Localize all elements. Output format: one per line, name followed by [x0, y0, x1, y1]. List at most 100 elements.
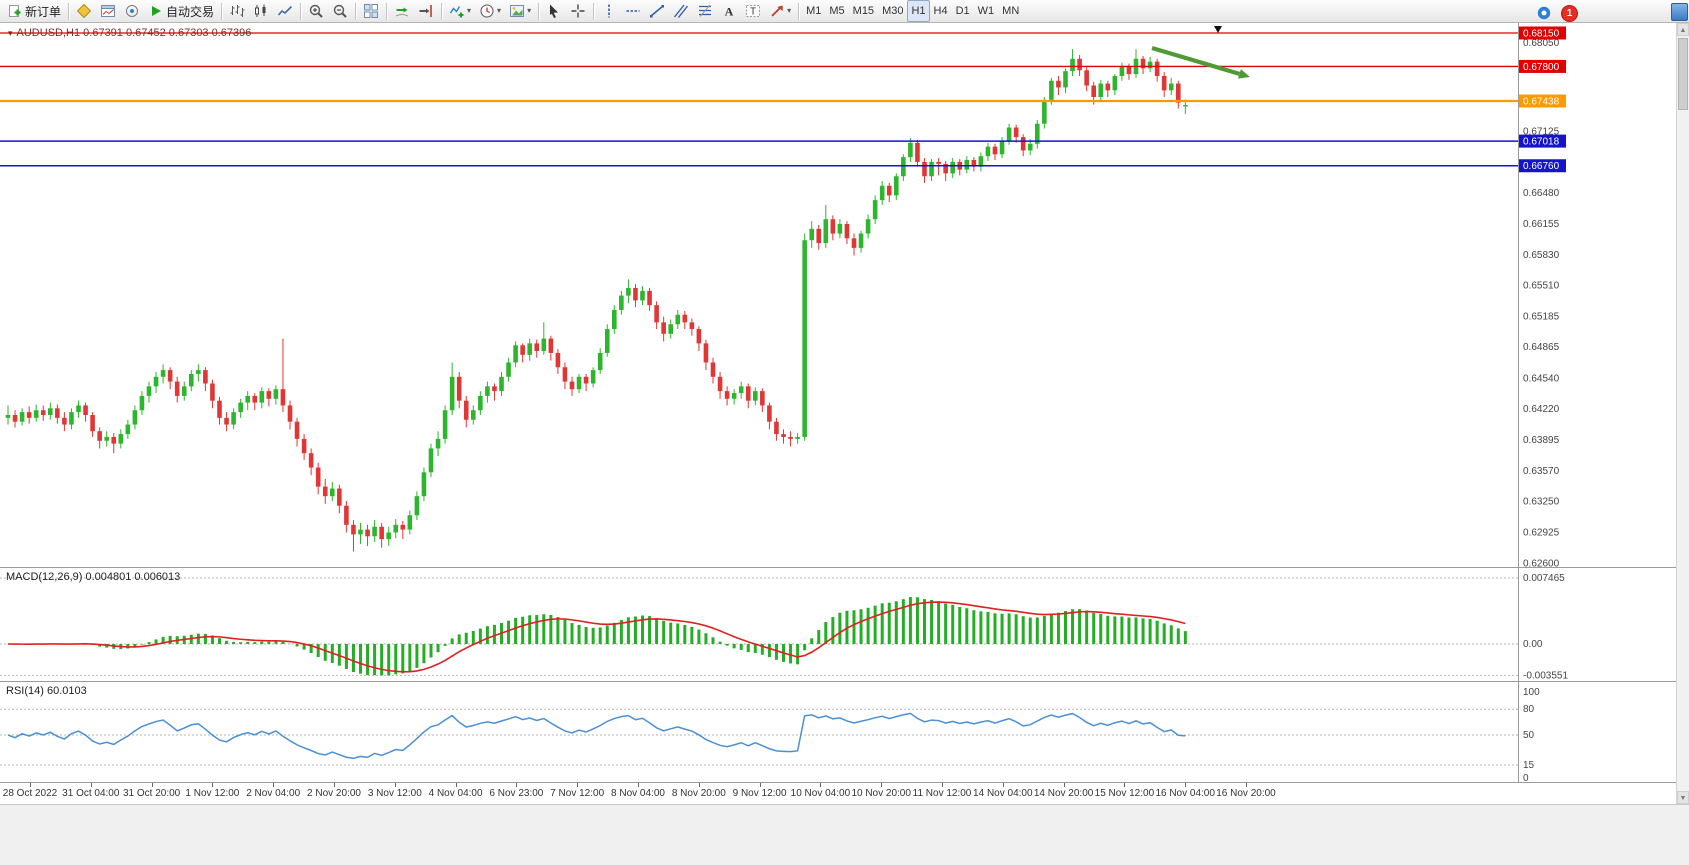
- time-label: 9 Nov 12:00: [732, 788, 787, 799]
- time-label: 28 Oct 2022: [2, 788, 58, 799]
- price-badge: [1519, 26, 1566, 40]
- macd-signal-line: [7, 601, 1186, 673]
- tf-w1-button[interactable]: W1: [974, 0, 999, 22]
- toolbar-right-cluster: 1: [1532, 2, 1578, 24]
- tf-mn-button[interactable]: MN: [998, 0, 1023, 22]
- svg-text:0.68050: 0.68050: [1523, 38, 1560, 49]
- status-area: [0, 804, 1689, 865]
- vertical-scrollbar[interactable]: ▲ ▼: [1676, 23, 1689, 804]
- candlestick-button[interactable]: [249, 0, 273, 22]
- svg-text:0.64865: 0.64865: [1523, 342, 1560, 353]
- one-click-trading-toggle[interactable]: ▾: [8, 27, 13, 38]
- crosshair-button[interactable]: [566, 0, 590, 22]
- scroll-up-arrow-icon[interactable]: ▲: [1677, 23, 1689, 36]
- toolbar-separator: [355, 2, 357, 20]
- svg-text:0.67800: 0.67800: [1523, 62, 1560, 73]
- tf-h1-button-label: H1: [911, 5, 926, 17]
- auto-scroll-button[interactable]: [390, 0, 414, 22]
- main-chart-canvas[interactable]: 0.68050 0.67125 0.66480 0.66155 0.65830 0.655…: [0, 23, 1689, 567]
- tf-m30-button[interactable]: M30: [878, 0, 907, 22]
- cursor-icon: [546, 3, 562, 19]
- new-order-button[interactable]: 新订单: [3, 0, 65, 22]
- svg-text:T: T: [750, 7, 756, 18]
- time-tick: [455, 783, 457, 787]
- zoom-out-icon: [332, 3, 348, 19]
- scrollbar-thumb[interactable]: [1678, 38, 1688, 110]
- tile-windows-button[interactable]: [359, 0, 383, 22]
- trend-arrow-annotation: [1151, 45, 1241, 76]
- indicators-button[interactable]: ▾: [445, 0, 475, 22]
- tf-w1-button-label: W1: [977, 5, 995, 17]
- time-tick: [881, 783, 883, 787]
- crosshair-icon: [570, 3, 586, 19]
- templates-button[interactable]: ▾: [505, 0, 535, 22]
- chart-shift-button[interactable]: [414, 0, 438, 22]
- toolbar-separator: [538, 2, 540, 20]
- clock-icon: [479, 3, 495, 19]
- toolbar-overflow-button[interactable]: [1671, 3, 1688, 21]
- cursor-button[interactable]: [542, 0, 566, 22]
- community-button[interactable]: [1532, 2, 1556, 24]
- time-tick: [90, 783, 92, 787]
- svg-text:0.65185: 0.65185: [1523, 312, 1560, 323]
- macd-panel-canvas[interactable]: 0.007465 0.00 -0.003551: [0, 568, 1689, 681]
- time-axis[interactable]: 28 Oct 2022 31 Oct 04:00 31 Oct 20:00 1 Nov…: [0, 783, 1689, 803]
- channel-button[interactable]: [669, 0, 693, 22]
- arrows-button[interactable]: ▾: [765, 0, 795, 22]
- notification-badge[interactable]: 1: [1561, 4, 1578, 22]
- market-watch-icon: [124, 3, 140, 19]
- horizontal-line-button[interactable]: [621, 0, 645, 22]
- toolbar-separator: [221, 2, 223, 20]
- tf-m5-button[interactable]: M5: [825, 0, 848, 22]
- tf-m30-button-label: M30: [882, 5, 904, 17]
- tf-m1-button-label: M1: [806, 5, 822, 17]
- time-label: 31 Oct 04:00: [62, 788, 120, 799]
- periods-button[interactable]: ▾: [475, 0, 505, 22]
- panel-separator[interactable]: [0, 567, 1689, 568]
- time-label: 10 Nov 20:00: [851, 788, 911, 799]
- time-label: 11 Nov 12:00: [912, 788, 972, 799]
- text-button[interactable]: A: [717, 0, 741, 22]
- text-label-button[interactable]: T: [741, 0, 765, 22]
- macd-label: MACD(12,26,9) 0.004801 0.006013: [6, 571, 181, 583]
- svg-text:0.66480: 0.66480: [1523, 188, 1560, 199]
- trendline-button[interactable]: [645, 0, 669, 22]
- tf-h1-button[interactable]: H1: [907, 0, 930, 22]
- rsi-axis-label: 50: [1523, 730, 1535, 741]
- autotrading-button-label: 自动交易: [166, 4, 215, 19]
- panel-separator[interactable]: [0, 681, 1689, 682]
- metaeditor-button[interactable]: [72, 0, 96, 22]
- text-a-icon: A: [721, 3, 737, 19]
- tf-h4-button[interactable]: H4: [930, 0, 952, 22]
- rsi-panel-canvas[interactable]: 100 80 50 15 0: [0, 682, 1689, 782]
- svg-text:0.63895: 0.63895: [1523, 435, 1560, 446]
- time-label: 4 Nov 04:00: [428, 788, 483, 799]
- svg-text:0.62600: 0.62600: [1523, 559, 1560, 567]
- dropdown-caret-icon: ▾: [497, 6, 502, 15]
- tf-d1-button[interactable]: D1: [952, 0, 974, 22]
- toolbar-separator: [68, 2, 70, 20]
- market-watch-button[interactable]: [120, 0, 144, 22]
- time-label: 10 Nov 04:00: [790, 788, 851, 799]
- time-label: 16 Nov 20:00: [1216, 788, 1276, 799]
- tf-m1-button[interactable]: M1: [802, 0, 825, 22]
- dropdown-caret-icon: ▾: [787, 6, 792, 15]
- autotrading-button[interactable]: 自动交易: [144, 0, 218, 22]
- community-icon: [1536, 5, 1552, 21]
- time-tick: [273, 783, 275, 787]
- rsi-axis-label: 0: [1523, 773, 1529, 782]
- channel-icon: [673, 3, 689, 19]
- scroll-down-arrow-icon[interactable]: ▼: [1677, 791, 1689, 804]
- time-tick: [212, 783, 214, 787]
- line-chart-button[interactable]: [273, 0, 297, 22]
- zoom-out-button[interactable]: [328, 0, 352, 22]
- bar-chart-button[interactable]: [225, 0, 249, 22]
- rsi-axis-label: 15: [1523, 760, 1535, 771]
- tf-m15-button[interactable]: M15: [849, 0, 878, 22]
- price-badge: [1519, 59, 1566, 73]
- fibonacci-button[interactable]: [693, 0, 717, 22]
- zoom-in-button[interactable]: [304, 0, 328, 22]
- time-tick: [638, 783, 639, 787]
- vertical-line-button[interactable]: [597, 0, 621, 22]
- new-chart-button[interactable]: [96, 0, 120, 22]
